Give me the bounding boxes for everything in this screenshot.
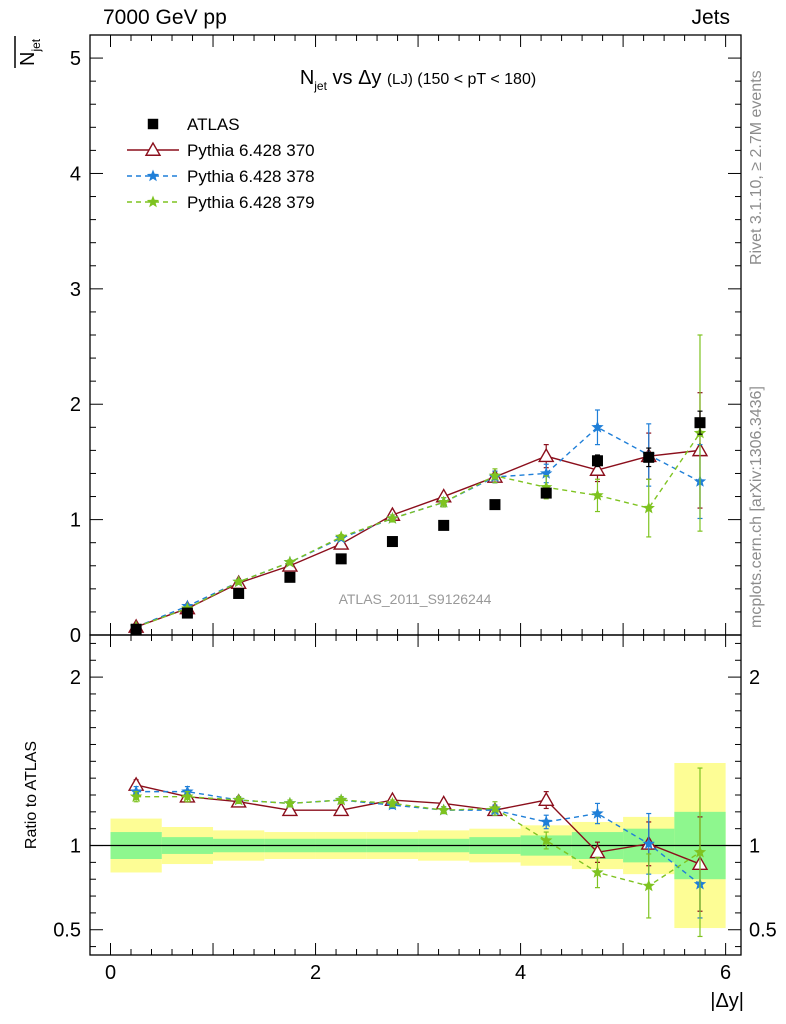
ratio-series-line-2 <box>136 795 701 887</box>
ratio-series-2 <box>129 767 707 938</box>
ratio-data-point <box>693 845 707 858</box>
ratio-data-point <box>591 807 604 819</box>
ratio-y-tick-label-left: 0.5 <box>53 920 81 942</box>
legend-entry-2: Pythia 6.428 378 <box>127 167 315 186</box>
main-data-point <box>540 487 552 499</box>
mcplots-reference-label: mcplots.cern.ch [arXiv:1306.3436] <box>748 386 765 628</box>
ratio-data-point <box>540 833 553 846</box>
main-series-3 <box>129 334 707 633</box>
ratio-data-point <box>181 790 194 802</box>
main-data-point <box>335 553 347 565</box>
main-data-point <box>642 501 655 514</box>
x-tick-label: 2 <box>310 962 321 984</box>
ratio-data-point <box>591 865 604 878</box>
legend-marker <box>146 169 160 182</box>
ratio-data-point <box>488 801 502 814</box>
x-tick-label: 0 <box>105 962 116 984</box>
main-y-tick-label: 1 <box>70 510 81 532</box>
main-data-point <box>591 455 603 467</box>
main-data-point <box>386 511 399 524</box>
main-data-point <box>386 536 398 548</box>
x-tick-label: 6 <box>720 962 731 984</box>
main-data-point <box>489 499 501 511</box>
main-series-line-3 <box>135 432 701 628</box>
main-data-point <box>591 488 604 501</box>
ratio-data-point <box>232 793 245 806</box>
x-tick-label: 4 <box>515 962 526 984</box>
main-data-point <box>591 420 604 433</box>
main-data-point <box>643 451 655 463</box>
legend-label: Pythia 6.428 378 <box>187 167 315 186</box>
main-data-point <box>233 587 245 599</box>
ratio-y-tick-label-right: 2 <box>749 667 760 689</box>
ratio-data-point <box>538 791 555 807</box>
main-data-point <box>284 571 296 583</box>
analysis-watermark: ATLAS_2011_S9126244 <box>339 591 492 607</box>
chart-title: Njet vs Δy (LJ) (150 < pT < 180) <box>300 67 536 93</box>
main-data-point <box>438 519 450 531</box>
legend-entry-3: Pythia 6.428 379 <box>127 193 315 212</box>
legend-marker <box>144 141 162 156</box>
main-series-line-1 <box>135 449 701 628</box>
main-data-point <box>540 466 553 479</box>
svg-text:Njet: Njet <box>17 38 43 66</box>
main-y-tick-label: 3 <box>70 279 81 301</box>
axes-frames: 0 1 2 3 4 5 0.5 0.5 1 1 2 2 0 2 4 6 <box>53 34 777 984</box>
main-data-point <box>694 417 706 429</box>
main-data-point <box>437 495 450 508</box>
main-data-point <box>334 530 348 543</box>
ratio-y-axis-label: Ratio to ATLAS <box>23 741 40 849</box>
ratio-y-tick-label-left: 1 <box>70 836 81 858</box>
main-y-tick-label: 2 <box>70 394 81 416</box>
ratio-data-point <box>283 796 297 809</box>
ratio-data-point <box>129 790 143 802</box>
main-y-tick-label: 4 <box>70 163 81 185</box>
ratio-data-point <box>332 801 350 817</box>
main-y-axis-label: Njet <box>14 36 43 68</box>
legend: ATLAS Pythia 6.428 370 Pythia 6.428 378 Pyt… <box>127 115 315 212</box>
ratio-panel-series <box>127 767 709 938</box>
ratio-data-point <box>642 879 655 892</box>
legend-marker <box>147 118 159 130</box>
legend-label: Pythia 6.428 370 <box>187 141 315 160</box>
main-data-point <box>130 623 142 635</box>
ratio-series-line-0 <box>135 784 701 865</box>
legend-entry-0: ATLAS <box>147 115 240 134</box>
main-data-point <box>488 469 502 482</box>
legend-label: ATLAS <box>187 115 240 134</box>
ratio-data-point <box>540 815 553 828</box>
ratio-y-tick-label-right: 1 <box>749 836 760 858</box>
main-data-point <box>538 447 555 463</box>
legend-label: Pythia 6.428 379 <box>187 193 315 212</box>
header-right-label: Jets <box>691 6 730 29</box>
main-data-point <box>589 461 606 476</box>
ratio-data-point <box>281 801 299 817</box>
header-left-label: 7000 GeV pp <box>103 6 227 29</box>
main-data-point <box>181 607 193 619</box>
ratio-data-point <box>642 837 655 850</box>
main-y-tick-label: 0 <box>70 625 81 647</box>
ratio-data-point <box>334 793 348 806</box>
ratio-y-tick-label-right: 0.5 <box>749 920 777 942</box>
main-data-point <box>540 480 553 493</box>
ratio-series-line-1 <box>136 790 701 885</box>
legend-marker <box>146 195 160 208</box>
x-axis-label: |Δy| <box>710 990 744 1012</box>
main-y-tick-label: 5 <box>70 48 81 70</box>
ratio-data-point <box>386 796 399 809</box>
ratio-data-point <box>437 803 450 816</box>
ratio-y-tick-label-left: 2 <box>70 667 81 689</box>
main-panel-series <box>127 334 709 635</box>
main-data-point <box>232 575 245 588</box>
legend-entry-1: Pythia 6.428 370 <box>127 141 315 160</box>
main-data-point <box>283 555 297 568</box>
main-series-0 <box>130 410 706 635</box>
rivet-version-label: Rivet 3.1.10, ≥ 2.7M events <box>748 70 765 265</box>
